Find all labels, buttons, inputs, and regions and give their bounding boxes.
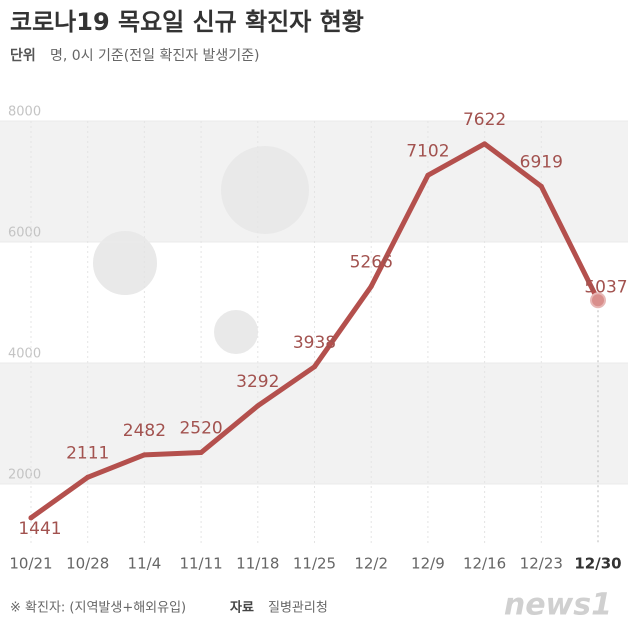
point xyxy=(482,141,488,147)
x-tick-label: 12/30 xyxy=(574,555,621,573)
x-tick-label: 11/18 xyxy=(236,555,279,573)
value-label: 6919 xyxy=(520,152,563,172)
point xyxy=(255,403,261,409)
virus-decoration xyxy=(93,146,309,354)
value-label: 2520 xyxy=(179,419,222,439)
x-tick-label: 12/2 xyxy=(354,555,388,573)
y-tick-label: 4000 xyxy=(8,347,41,362)
value-label: 1441 xyxy=(18,519,61,539)
x-tick-label: 11/11 xyxy=(179,555,222,573)
y-tick-label: 2000 xyxy=(8,468,41,483)
value-label: 3292 xyxy=(236,372,279,392)
value-label: 2482 xyxy=(123,421,166,441)
point xyxy=(141,452,147,458)
source-label: 자료 xyxy=(230,601,254,616)
unit: 명, 0시 기준(전일 확진자 발생기준) xyxy=(50,48,260,64)
y-tick-label: 6000 xyxy=(8,226,41,241)
point xyxy=(425,172,431,178)
source: 질병관리청 xyxy=(268,601,328,616)
point xyxy=(28,515,34,521)
value-label: 5037 xyxy=(584,277,627,297)
grid-band xyxy=(0,363,628,484)
y-tick-label: 8000 xyxy=(8,105,41,120)
value-label: 3938 xyxy=(293,333,336,353)
point xyxy=(312,364,317,370)
value-label: 5266 xyxy=(350,252,393,272)
value-label: 7622 xyxy=(463,110,506,130)
chart-title: 코로나19 목요일 신규 확진자 현황 xyxy=(10,8,364,36)
x-tick-label: 10/21 xyxy=(9,555,52,573)
x-tick-label: 11/4 xyxy=(128,555,162,573)
x-tick-label: 12/16 xyxy=(463,555,506,573)
unit-label: 단위 xyxy=(10,47,36,64)
point xyxy=(538,183,544,189)
x-tick-label: 12/23 xyxy=(520,555,563,573)
point xyxy=(198,450,204,456)
x-tick-label: 10/28 xyxy=(66,555,109,573)
point xyxy=(85,474,91,480)
value-label: 2111 xyxy=(66,443,109,463)
footnote: ※ 확진자: (지역발생+해외유입) xyxy=(10,601,186,616)
point xyxy=(368,283,374,289)
highlight-point xyxy=(590,292,606,309)
x-tick-label: 12/9 xyxy=(411,555,445,573)
x-tick-label: 11/25 xyxy=(293,555,336,573)
logo: news1 xyxy=(504,588,612,623)
value-label: 7102 xyxy=(406,141,449,161)
